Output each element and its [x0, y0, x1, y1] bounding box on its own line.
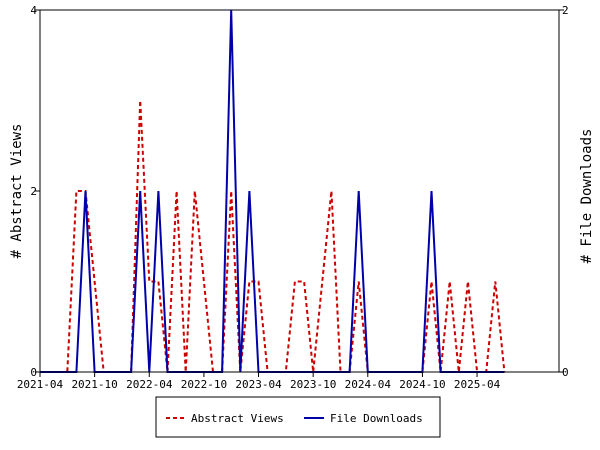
x-tick-label: 2021-10: [71, 378, 117, 391]
y-left-axis-title: # Abstract Views: [9, 124, 25, 259]
legend-box: [155, 396, 441, 438]
y-right-tick-label: 2: [562, 4, 569, 17]
y-left-tick-label: 2: [30, 185, 37, 198]
legend-label-abstract-views: Abstract Views: [191, 412, 284, 425]
x-tick-label: 2024-10: [399, 378, 445, 391]
x-tick-label: 2021-04: [17, 378, 64, 391]
legend-label-file-downloads: File Downloads: [330, 412, 423, 425]
x-tick-label: 2022-10: [181, 378, 227, 391]
x-tick-label: 2023-10: [290, 378, 336, 391]
y-left-tick-label: 4: [30, 4, 37, 17]
y-right-tick-label: 0: [562, 366, 569, 379]
x-tick-label: 2025-04: [454, 378, 501, 391]
legend: Abstract Views File Downloads: [155, 396, 441, 438]
y-right-axis-title: # File Downloads: [579, 129, 595, 264]
x-tick-label: 2022-04: [126, 378, 173, 391]
x-tick-label: 2023-04: [235, 378, 282, 391]
ticks-layer: 2021-04 2021-10 2022-04 2022-10 2023-04 2023-…: [17, 4, 569, 391]
x-tick-label: 2024-04: [345, 378, 392, 391]
y-left-tick-label: 0: [30, 366, 37, 379]
